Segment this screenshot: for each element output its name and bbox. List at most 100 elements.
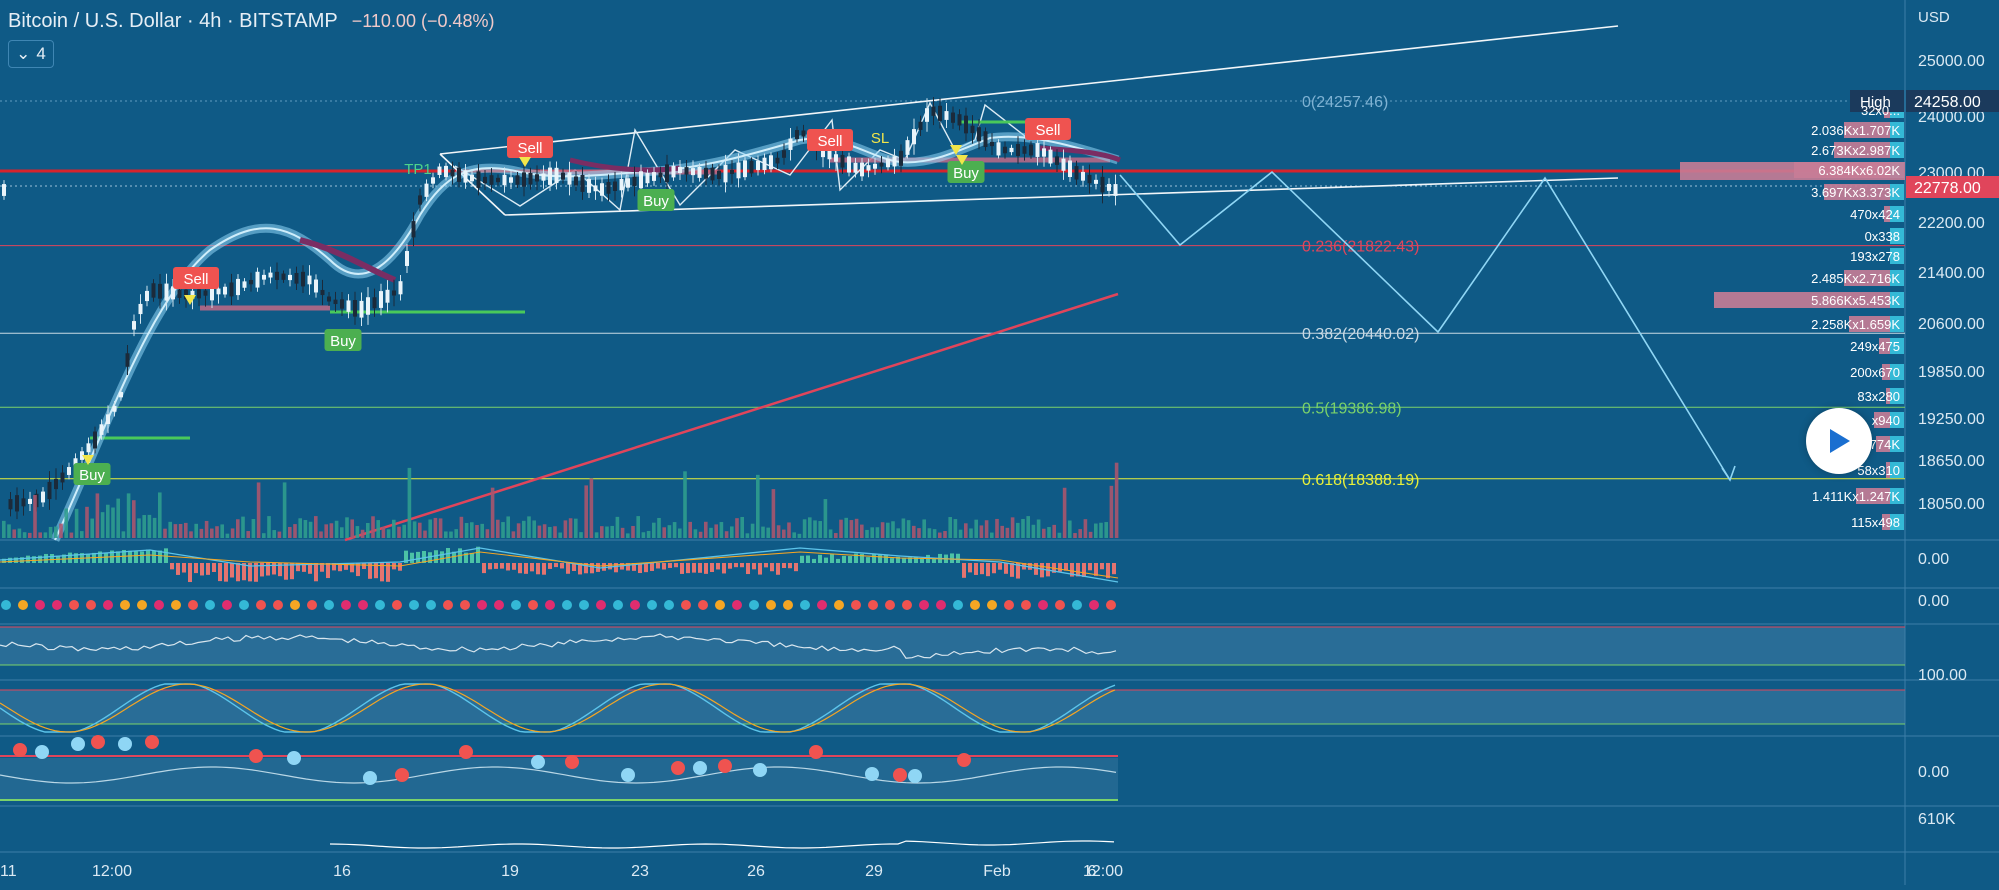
volume-bar — [818, 521, 822, 538]
candle-body — [561, 172, 565, 180]
volume-bar — [704, 521, 708, 538]
volume-bar — [329, 523, 334, 538]
trend-ribbon — [50, 132, 1120, 542]
volume-bar — [927, 528, 932, 538]
candle-body — [158, 283, 162, 299]
sell-signal — [507, 136, 553, 158]
candle-body — [834, 154, 838, 162]
macd-bar — [44, 553, 48, 563]
signal-dot — [579, 600, 589, 610]
volume-bar — [1005, 527, 1010, 538]
candle-body — [125, 353, 130, 367]
wave-dot — [753, 763, 767, 777]
volume-bar — [620, 527, 625, 538]
candle-body — [457, 167, 461, 182]
volume-bar — [1104, 522, 1108, 538]
volume-bar — [776, 525, 781, 538]
volume-bar — [568, 518, 573, 538]
volume-bar — [433, 517, 438, 538]
volume-bar — [1021, 518, 1025, 538]
candle-body — [912, 129, 916, 145]
candle-body — [268, 272, 273, 278]
macd-bar — [1028, 563, 1032, 570]
vp-buy-bar — [1890, 270, 1904, 286]
wave-dot — [621, 768, 635, 782]
wave-dot — [35, 745, 49, 759]
macd-bar — [38, 555, 42, 563]
macd-bar — [1112, 563, 1116, 575]
volume-bar — [95, 493, 100, 538]
macd-bar — [554, 563, 558, 568]
volume-bar — [958, 529, 963, 538]
macd-bar — [206, 563, 210, 575]
candle-body — [86, 443, 91, 453]
candle-body — [138, 303, 143, 315]
volume-bar — [709, 527, 713, 538]
price-axis: USD25000.0024000.0023000.0022200.0021400… — [1850, 9, 1999, 513]
candle-body — [281, 273, 286, 280]
macd-bar — [380, 563, 384, 582]
candle-body — [587, 178, 591, 193]
volume-bar — [277, 531, 282, 538]
candle-body — [203, 290, 208, 296]
volume-bar — [418, 522, 422, 538]
macd-bar — [914, 556, 918, 563]
price-tick: 18650.00 — [1918, 453, 1985, 470]
candle-body — [1009, 147, 1014, 153]
macd-bar — [548, 563, 552, 569]
macd-bar — [848, 556, 852, 563]
macd-bar — [470, 552, 474, 563]
volume-bar — [80, 531, 84, 538]
vp-label: x940 — [1872, 413, 1900, 428]
macd-bar — [422, 550, 426, 563]
candle-body — [424, 183, 429, 197]
indicators-toggle-button[interactable]: ⌄ 4 — [8, 40, 54, 68]
candle-body — [385, 289, 390, 303]
high-label: High — [1860, 94, 1891, 111]
macd-bar — [1058, 563, 1062, 572]
volume-bar — [319, 531, 323, 538]
macd-bar — [956, 553, 960, 563]
play-button[interactable] — [1806, 408, 1872, 474]
high-label-box — [1850, 90, 1904, 112]
volume-bar — [584, 485, 588, 538]
macd-bar — [260, 563, 264, 577]
volume-bar — [714, 524, 718, 538]
signal-triangle — [956, 155, 968, 165]
macd-bar — [806, 555, 810, 563]
candle-body — [795, 130, 799, 139]
wave-dot — [395, 768, 409, 782]
volume-bar — [1099, 522, 1103, 538]
volume-bar — [1088, 531, 1093, 538]
volume-bar — [178, 523, 183, 538]
candle-body — [346, 300, 351, 312]
signal-dot — [35, 600, 45, 610]
volume-bar — [33, 495, 37, 538]
macd-bar — [890, 558, 894, 563]
candle-body — [567, 172, 572, 185]
fib-label: 0.618(18388.19) — [1302, 472, 1419, 489]
volume-bar — [69, 532, 74, 538]
macd-bar — [860, 553, 864, 563]
candle-body — [392, 290, 396, 296]
macd-bar — [446, 547, 450, 563]
volume-bar — [381, 526, 386, 538]
volume-bar — [7, 524, 11, 538]
volume-bar — [402, 524, 406, 538]
symbol-title[interactable]: Bitcoin / U.S. Dollar · 4h · BITSTAMP — [8, 10, 338, 32]
volume-bar — [901, 518, 906, 538]
volume-bar — [646, 530, 651, 538]
volume-bar — [308, 521, 313, 538]
volume-bar — [1000, 525, 1004, 538]
candle-body — [925, 108, 929, 122]
volume-bar — [1042, 528, 1046, 538]
candle-body — [463, 170, 468, 183]
volume-bar — [12, 529, 16, 538]
macd-bar — [638, 563, 642, 574]
volume-bar — [839, 519, 843, 538]
volume-bar — [984, 520, 989, 538]
candle-body — [684, 167, 689, 175]
stoch-d-line — [0, 683, 1116, 733]
